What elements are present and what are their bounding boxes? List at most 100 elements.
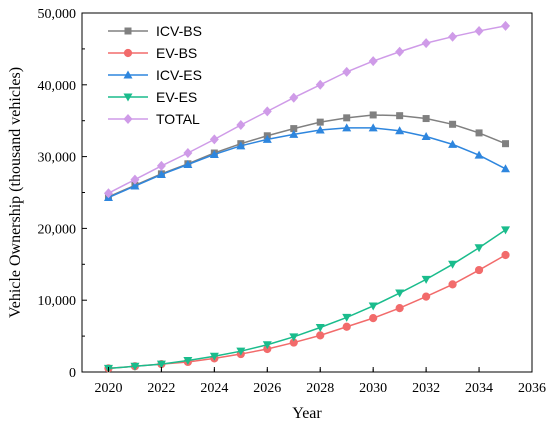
legend-item: EV-BS: [108, 45, 197, 61]
x-tick-label: 2024: [200, 381, 228, 396]
data-point: [368, 302, 378, 311]
data-point: [448, 139, 458, 148]
legend-marker: [123, 93, 133, 102]
data-point: [342, 313, 352, 322]
data-point: [236, 141, 246, 150]
data-point: [290, 125, 298, 133]
data-point: [183, 159, 193, 168]
data-point: [342, 322, 351, 331]
data-point: [316, 118, 324, 126]
y-tick-label: 40,000: [38, 79, 77, 94]
data-point: [130, 362, 140, 371]
legend-marker: [123, 48, 133, 58]
data-point: [262, 134, 272, 143]
data-point: [474, 150, 484, 159]
data-point: [501, 226, 511, 235]
series-ev-bs: [104, 250, 510, 373]
x-tick-label: 2036: [518, 381, 546, 396]
y-tick-label: 50,000: [38, 7, 77, 22]
axes-layer: [82, 12, 533, 373]
data-point: [395, 289, 405, 298]
data-point: [395, 46, 405, 57]
legend: ICV-BS EV-BS ICV-ES EV-ES TOTAL: [108, 23, 202, 127]
data-point: [289, 333, 299, 342]
data-point: [421, 131, 431, 140]
data-point: [474, 265, 484, 275]
data-point: [395, 126, 405, 135]
series-ev-es: [103, 226, 511, 373]
legend-marker: [123, 114, 133, 124]
data-point: [501, 164, 511, 173]
x-tick-label: 2022: [147, 381, 175, 396]
series-line: [108, 229, 506, 370]
data-point: [289, 129, 299, 138]
data-point: [183, 357, 193, 366]
data-point: [475, 129, 483, 137]
legend-item: EV-ES: [108, 89, 197, 105]
data-point: [236, 347, 246, 356]
data-point: [474, 244, 484, 253]
data-point: [369, 111, 377, 119]
x-tick-label: 2028: [306, 381, 334, 396]
data-point: [369, 314, 378, 323]
data-point: [156, 360, 166, 369]
data-point: [422, 115, 430, 123]
legend-item: ICV-ES: [108, 67, 202, 83]
data-point: [130, 174, 140, 185]
data-point: [315, 125, 325, 134]
data-point: [501, 20, 511, 31]
series-line: [108, 25, 506, 194]
data-point: [209, 134, 219, 145]
legend-label: EV-BS: [156, 45, 197, 61]
data-point: [368, 56, 378, 67]
data-point: [130, 181, 140, 190]
x-tick-label: 2034: [465, 381, 493, 396]
y-axis-title: Vehicle Ownership (thousand vehicles): [7, 67, 24, 318]
legend-label: TOTAL: [156, 111, 200, 127]
series-layer: [103, 20, 511, 373]
data-point: [262, 106, 272, 117]
series-line: [108, 127, 506, 199]
series-line: [108, 114, 506, 198]
data-point: [156, 170, 166, 179]
series-line: [108, 254, 506, 370]
legend-item: TOTAL: [108, 111, 200, 127]
data-point: [422, 292, 431, 301]
data-point: [209, 352, 219, 361]
data-point: [421, 38, 431, 49]
data-point: [236, 120, 246, 131]
tick-labels: 2020 2022 2024 2026 2028 2030 2032 2034 2036 0 10,…: [38, 7, 547, 396]
y-tick-label: 0: [69, 366, 76, 381]
data-point: [368, 123, 378, 132]
data-point: [474, 25, 484, 36]
legend-label: EV-ES: [156, 89, 197, 105]
series-icv-es: [103, 123, 511, 202]
plot-area: [81, 12, 533, 373]
data-point: [289, 92, 299, 103]
y-tick-label: 20,000: [38, 222, 77, 237]
data-point: [448, 31, 458, 42]
x-tick-label: 2026: [253, 381, 281, 396]
data-point: [396, 112, 404, 120]
legend-item: ICV-BS: [108, 23, 202, 39]
data-point: [343, 114, 351, 122]
data-point: [342, 123, 352, 132]
data-point: [316, 331, 325, 340]
data-point: [342, 66, 352, 77]
data-point: [183, 148, 193, 159]
data-point: [262, 341, 272, 350]
data-point: [315, 79, 325, 90]
x-tick-label: 2030: [359, 381, 387, 396]
data-point: [502, 140, 510, 148]
series-total: [103, 20, 511, 199]
data-point: [289, 338, 298, 347]
data-point: [395, 303, 404, 313]
data-point: [315, 323, 325, 332]
data-point: [449, 120, 457, 128]
y-tick-label: 30,000: [38, 151, 77, 166]
data-point: [448, 280, 457, 289]
x-tick-label: 2020: [94, 381, 122, 396]
legend-label: ICV-ES: [156, 67, 202, 83]
legend-marker: [123, 70, 133, 79]
